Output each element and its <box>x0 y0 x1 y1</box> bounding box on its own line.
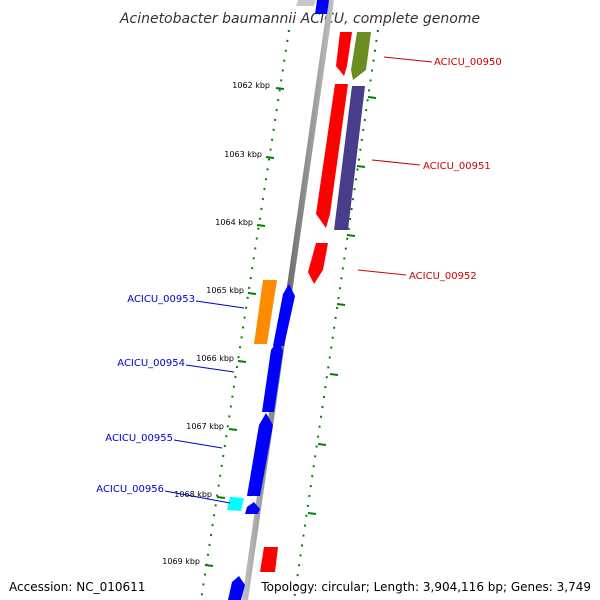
gene-acicu-00952[interactable] <box>308 243 328 284</box>
tick-label-1067: 1067 kbp <box>186 422 224 431</box>
gene-acicu-00954[interactable] <box>262 340 283 412</box>
map-title: Acinetobacter baumannii ACICU, complete … <box>119 11 480 27</box>
leader-acicu-00951 <box>371 159 421 166</box>
tick-label-1066: 1066 kbp <box>196 354 234 363</box>
tick-label-1062: 1062 kbp <box>232 81 270 90</box>
gene-acicu-00956[interactable] <box>245 502 260 514</box>
label-acicu-00955[interactable]: ACICU_00955 <box>105 433 173 444</box>
gene-acicu-00950-b[interactable] <box>351 32 371 80</box>
label-acicu-00952[interactable]: ACICU_00952 <box>409 271 477 282</box>
leader-acicu-00950 <box>383 56 433 63</box>
leader-acicu-00953 <box>195 300 245 309</box>
gene-partial-top-grey[interactable] <box>296 0 316 6</box>
gene-acicu-00950-a[interactable] <box>336 32 352 76</box>
leader-acicu-00955 <box>173 439 223 449</box>
gene-acicu-00951-b[interactable] <box>334 86 365 230</box>
accession-text: Accession: NC_010611 <box>9 580 146 594</box>
gene-bottom-blue[interactable] <box>228 576 245 600</box>
gene-acicu-00953[interactable] <box>273 284 295 346</box>
left-dotted-track <box>200 29 290 600</box>
tick-label-1065: 1065 kbp <box>206 286 244 295</box>
leader-acicu-00952 <box>357 269 407 276</box>
gene-acicu-00953-orange[interactable] <box>254 280 277 344</box>
gene-acicu-00951-a[interactable] <box>316 84 348 228</box>
tick-label-1068: 1068 kbp <box>174 490 212 499</box>
label-acicu-00953[interactable]: ACICU_00953 <box>127 294 195 305</box>
tick-label-1064: 1064 kbp <box>215 218 253 227</box>
gene-bottom-red[interactable] <box>260 547 278 572</box>
label-acicu-00956[interactable]: ACICU_00956 <box>96 484 164 495</box>
tick-label-1063: 1063 kbp <box>224 150 262 159</box>
leader-acicu-00956 <box>164 490 231 504</box>
tick-marks-right <box>307 96 377 515</box>
genome-summary-text: Topology: circular; Length: 3,904,116 bp… <box>261 580 591 594</box>
tick-marks-left <box>204 87 285 567</box>
label-acicu-00954[interactable]: ACICU_00954 <box>117 358 185 369</box>
gene-acicu-00955[interactable] <box>247 413 273 496</box>
label-acicu-00950[interactable]: ACICU_00950 <box>434 57 502 68</box>
right-dotted-track <box>293 29 379 600</box>
gene-partial-top[interactable] <box>315 0 329 14</box>
tick-label-1069: 1069 kbp <box>162 557 200 566</box>
label-acicu-00951[interactable]: ACICU_00951 <box>423 161 491 172</box>
gene-acicu-00956-cyan[interactable] <box>227 497 244 511</box>
leader-acicu-00954 <box>185 364 235 373</box>
